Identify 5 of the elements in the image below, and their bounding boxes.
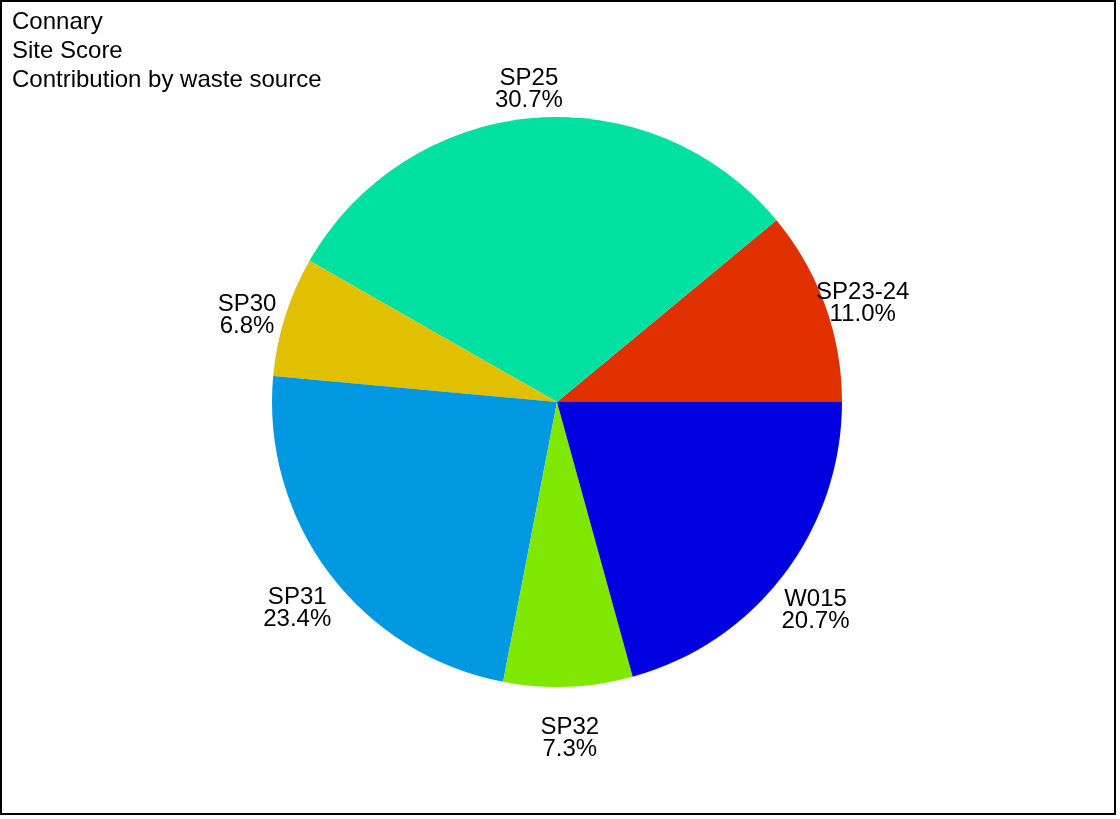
chart-title: Connary [12,7,103,34]
pie-slice [309,117,777,402]
chart-subtitle: Site Score [12,36,123,63]
pie-slice [503,402,633,687]
text: Contribution by waste source [12,65,322,92]
